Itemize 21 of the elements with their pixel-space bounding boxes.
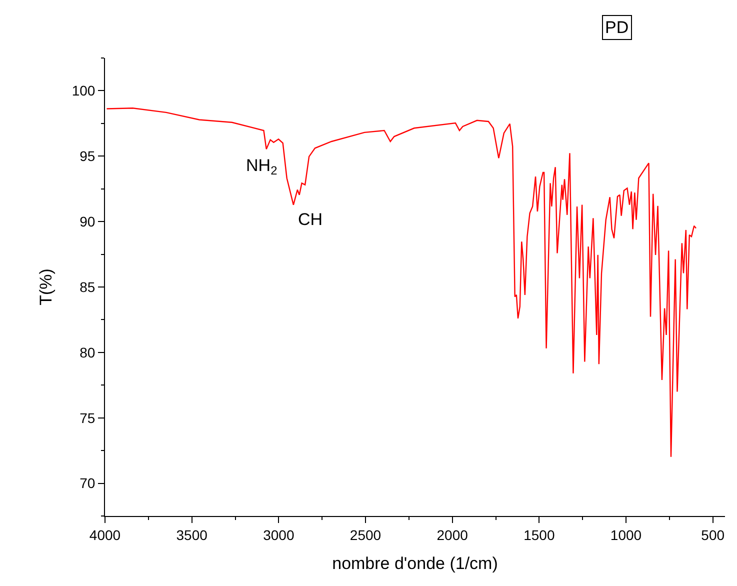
- annotation: CH: [298, 210, 323, 229]
- x-axis-title: nombre d'onde (1/cm): [332, 554, 498, 574]
- x-tick-label: 1000: [610, 526, 642, 543]
- line-series: [106, 108, 697, 458]
- text: PD: [605, 18, 629, 37]
- y-tick-label: 75: [80, 410, 96, 426]
- x-tick-label: 4000: [89, 526, 121, 543]
- y-axis-title: T(%): [36, 268, 56, 306]
- x-tick-label: 2000: [436, 526, 468, 543]
- y-tick-label: 80: [80, 344, 96, 360]
- x-tick-label: 1500: [524, 526, 555, 543]
- x-tick-label: 500: [701, 526, 725, 543]
- annotation: NH$_{2}$: [246, 156, 278, 178]
- y-tick-label: 95: [80, 148, 96, 164]
- y-tick-label: 90: [80, 213, 96, 230]
- y-tick-label: 70: [80, 475, 96, 492]
- x-tick-label: 2500: [350, 526, 382, 543]
- x-tick-label: 3000: [263, 526, 294, 543]
- y-tick-label: 85: [80, 278, 96, 295]
- x-tick-label: 3500: [176, 526, 208, 543]
- y-tick-label: 100: [72, 82, 96, 99]
